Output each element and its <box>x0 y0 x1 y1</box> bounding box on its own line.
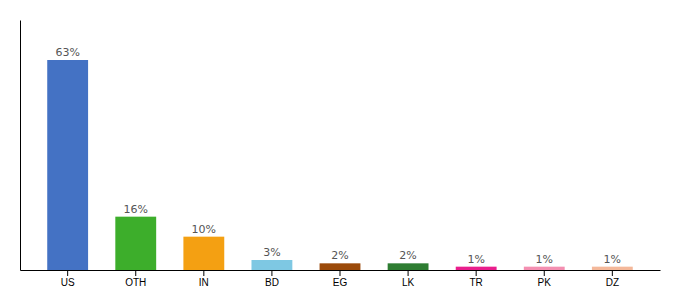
data-label: 2% <box>399 249 416 262</box>
x-tick-label: TR <box>469 277 482 288</box>
data-label: 1% <box>604 253 621 266</box>
x-tick-mark <box>544 270 545 276</box>
y-axis <box>20 21 21 271</box>
chart: US OTH IN BD EG LK TR PK DZ 63% 16% 10% 3% 2% 2% 1% 1% 1% <box>0 0 680 300</box>
data-label: 10% <box>192 223 216 236</box>
data-label: 3% <box>263 246 280 259</box>
x-tick: US <box>61 270 75 288</box>
x-tick: PK <box>538 270 552 288</box>
bars <box>47 60 633 270</box>
x-tick-mark <box>340 270 341 276</box>
x-tick-label: DZ <box>606 277 619 288</box>
x-tick: BD <box>265 270 279 288</box>
plot: US OTH IN BD EG LK TR PK DZ 63% 16% 10% 3% 2% 2% 1% 1% 1% <box>21 21 661 289</box>
x-tick-mark <box>476 270 477 276</box>
data-label: 2% <box>331 249 348 262</box>
x-tick-mark <box>135 270 136 276</box>
bar <box>251 260 292 270</box>
x-tick-mark <box>408 270 409 276</box>
x-tick-label: OTH <box>125 277 146 288</box>
x-tick: OTH <box>125 270 146 288</box>
x-tick-mark <box>612 270 613 276</box>
x-tick-label: IN <box>199 277 209 288</box>
bar <box>183 237 224 270</box>
x-tick-label: PK <box>538 277 552 288</box>
y-axis-line <box>20 21 21 271</box>
bar <box>456 267 497 270</box>
x-tick: IN <box>199 270 209 288</box>
x-tick: EG <box>333 270 348 288</box>
x-tick-mark <box>271 270 272 276</box>
data-labels: 63% 16% 10% 3% 2% 2% 1% 1% 1% <box>55 46 621 266</box>
x-tick-label: LK <box>402 277 415 288</box>
data-label: 63% <box>55 46 79 59</box>
data-label: 1% <box>467 253 484 266</box>
x-tick: TR <box>469 270 482 288</box>
x-tick-label: US <box>61 277 75 288</box>
x-tick-mark <box>203 270 204 276</box>
bar <box>47 60 88 270</box>
bar <box>115 217 156 270</box>
x-tick-label: EG <box>333 277 348 288</box>
x-tick-label: BD <box>265 277 279 288</box>
bar <box>320 263 361 270</box>
bar <box>388 263 429 270</box>
bar <box>592 267 633 270</box>
x-tick: DZ <box>606 270 619 288</box>
x-axis: US OTH IN BD EG LK TR PK DZ <box>21 270 661 288</box>
x-tick-mark <box>67 270 68 276</box>
data-label: 1% <box>536 253 553 266</box>
bar <box>524 267 565 270</box>
x-tick: LK <box>402 270 415 288</box>
data-label: 16% <box>124 203 148 216</box>
